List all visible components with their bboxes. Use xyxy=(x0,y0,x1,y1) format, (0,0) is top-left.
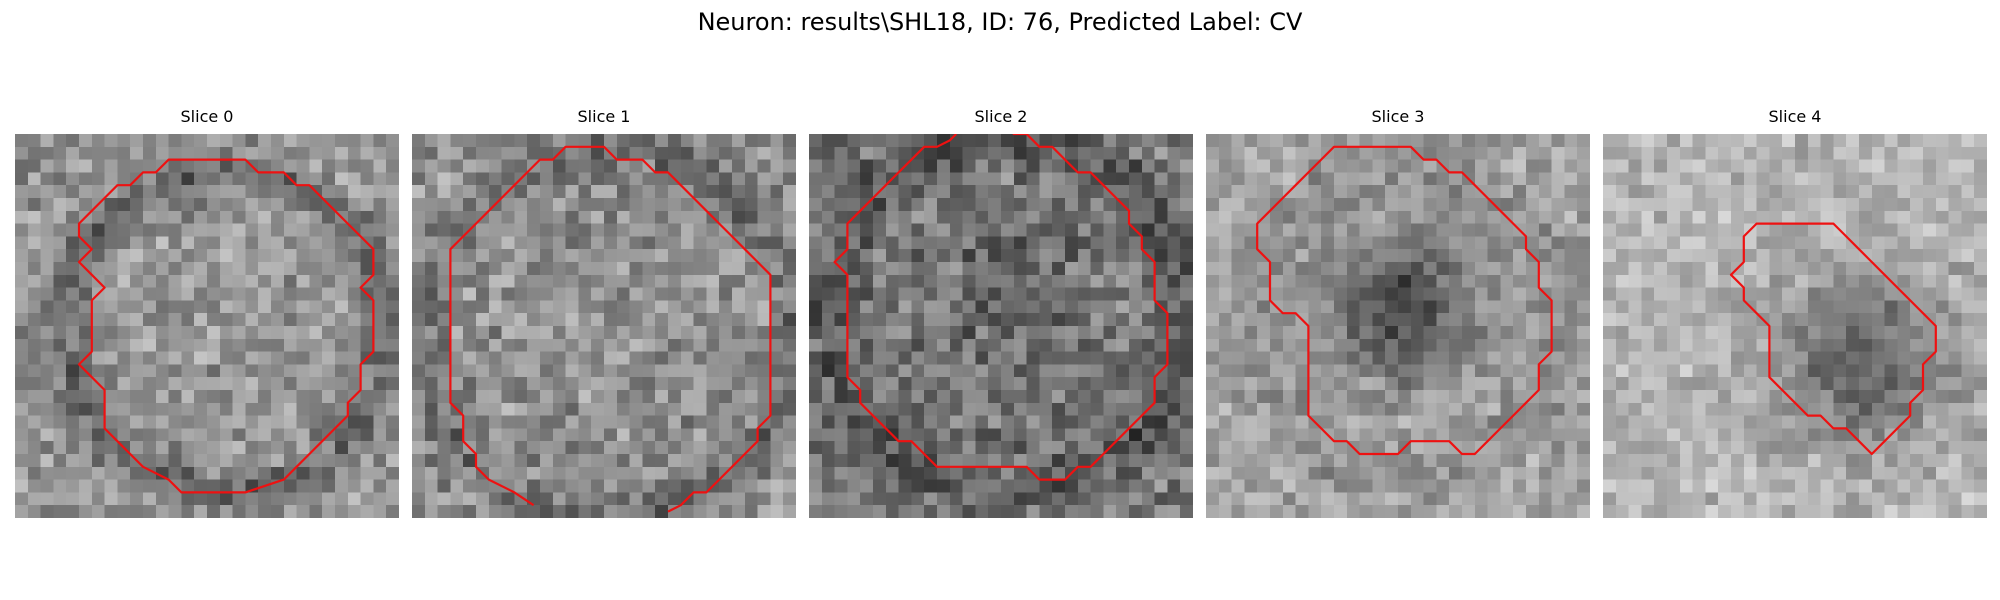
roi-contour xyxy=(449,145,772,513)
micrograph-pixels xyxy=(1603,134,1987,518)
roi-contour xyxy=(833,134,1169,481)
micrograph-pixels xyxy=(15,134,399,518)
slice-title-4: Slice 4 xyxy=(1768,107,1822,126)
slice-panel-0: Slice 0 xyxy=(15,106,399,520)
slice-image-3 xyxy=(1206,134,1590,518)
slice-image-0 xyxy=(15,134,399,518)
slice-panel-3: Slice 3 xyxy=(1206,106,1590,520)
slice-image-4 xyxy=(1603,134,1987,518)
slice-title-3: Slice 3 xyxy=(1371,107,1425,126)
slice-image-1 xyxy=(412,134,796,518)
roi-contour xyxy=(1256,145,1553,456)
slice-image-2 xyxy=(809,134,1193,518)
slice-title-1: Slice 1 xyxy=(577,107,631,126)
slice-panel-2: Slice 2 xyxy=(809,106,1193,520)
slice-title-0: Slice 0 xyxy=(180,107,234,126)
slice-panel-4: Slice 4 xyxy=(1603,106,1987,520)
micrograph-pixels xyxy=(1206,134,1590,518)
slice-panel-1: Slice 1 xyxy=(412,106,796,520)
slice-title-2: Slice 2 xyxy=(974,107,1028,126)
micrograph-pixels xyxy=(809,134,1193,518)
micrograph-pixels xyxy=(412,134,796,518)
roi-contour xyxy=(77,158,375,494)
roi-contour xyxy=(1729,222,1937,456)
figure-title: Neuron: results\SHL18, ID: 76, Predicted… xyxy=(697,8,1303,36)
